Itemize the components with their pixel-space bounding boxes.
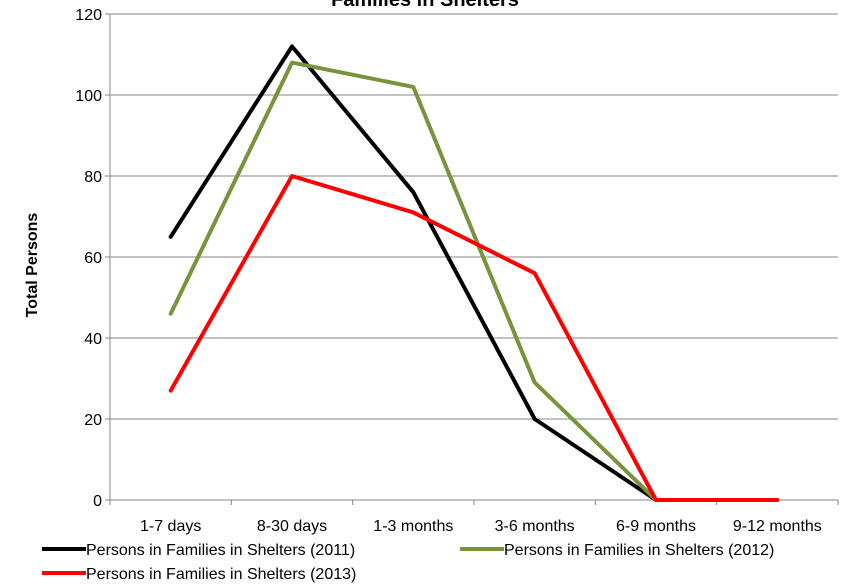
legend-label: Persons in Families in Shelters (2013) [86, 566, 356, 583]
gridlines [110, 13, 838, 420]
y-tick-label: 100 [75, 88, 102, 105]
x-tick-label: 6-9 months [616, 518, 696, 535]
y-tick-label: 120 [75, 7, 102, 24]
x-tick-label: 1-3 months [373, 518, 453, 535]
series-lines [168, 44, 780, 502]
y-tick-label: 80 [84, 169, 102, 186]
y-tick-label: 40 [84, 331, 102, 348]
legend-label: Persons in Families in Shelters (2012) [504, 542, 774, 559]
series-line-persons-in-families-in-shelters-2011 [168, 44, 658, 502]
y-tick-label: 60 [84, 250, 102, 267]
series-line-persons-in-families-in-shelters-2013 [168, 174, 780, 502]
x-tick-label: 9-12 months [733, 518, 822, 535]
chart-title: Families in Shelters [331, 0, 519, 11]
legend-label: Persons in Families in Shelters (2011) [86, 542, 355, 559]
y-tick-label: 20 [84, 412, 102, 429]
x-tick-label: 8-30 days [257, 518, 327, 535]
x-tick-label: 1-7 days [140, 518, 201, 535]
y-tick-label: 0 [93, 493, 102, 510]
series-line-persons-in-families-in-shelters-2012 [168, 60, 658, 502]
y-axis-ticks: 0 20 40 60 80 100 120 [75, 7, 110, 510]
y-axis-label: Total Persons [24, 213, 41, 318]
x-tick-label: 3-6 months [495, 518, 575, 535]
x-axis-ticks: 1-7 days 8-30 days 1-3 months 3-6 months 6-9… [109, 500, 839, 535]
legend: Persons in Families in Shelters (2011) Pe… [42, 542, 774, 583]
